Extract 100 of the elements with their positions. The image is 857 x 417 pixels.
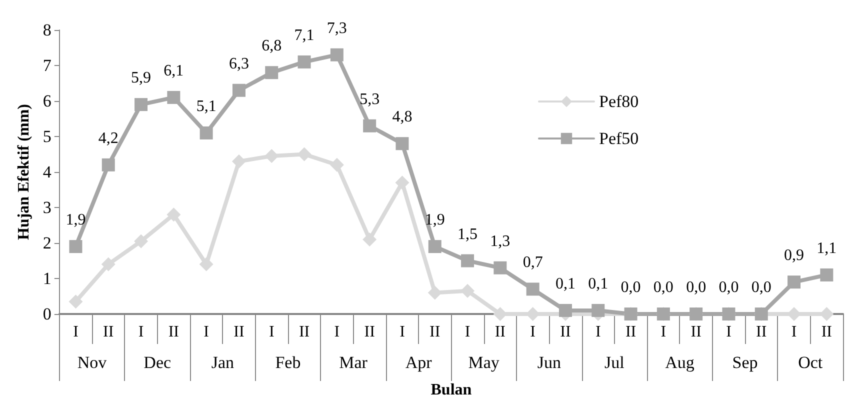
data-label: 0,1 <box>588 275 608 292</box>
point <box>298 55 311 68</box>
point <box>788 276 801 289</box>
text: Oct <box>798 353 823 372</box>
point <box>102 158 115 172</box>
point <box>396 137 409 150</box>
x-tick-label: I <box>530 324 536 340</box>
text: Jun <box>537 353 562 372</box>
y-tick-label: 2 <box>42 234 52 252</box>
point <box>199 257 214 272</box>
point <box>820 268 834 282</box>
point <box>330 48 344 62</box>
x-tick-label: II <box>168 324 180 340</box>
data-label: 5,9 <box>131 70 152 87</box>
x-tick-label: II <box>364 324 375 340</box>
x-tick-label: I <box>334 324 340 340</box>
legend-label: Pef50 <box>599 129 639 148</box>
x-tick-label: I <box>726 324 732 340</box>
point <box>69 240 82 254</box>
point <box>428 286 442 300</box>
data-label: 1,9 <box>66 212 86 229</box>
data-label: 1,5 <box>458 226 478 243</box>
y-tick-label: 8 <box>42 20 52 40</box>
point <box>428 240 442 254</box>
point <box>200 126 213 140</box>
x-tick-label: I <box>73 324 78 340</box>
text: Mar <box>339 353 368 372</box>
text: Apr <box>405 353 432 372</box>
data-label: 4,8 <box>392 108 412 126</box>
point <box>232 154 246 168</box>
data-label: 0,0 <box>686 279 706 296</box>
x-tick-label: II <box>560 324 571 340</box>
data-label: 1,3 <box>490 232 510 250</box>
y-tick-label: 4 <box>42 162 52 182</box>
data-label: 6,3 <box>228 55 249 72</box>
data-label: 0,0 <box>751 279 772 296</box>
data-label: 5,1 <box>196 98 216 115</box>
text: May <box>468 353 500 372</box>
y-tick-label: 3 <box>42 198 52 217</box>
point <box>167 90 180 104</box>
x-tick-label: II <box>103 324 114 340</box>
text: Sep <box>732 353 758 372</box>
y-tick-label: 5 <box>42 127 52 146</box>
x-tick-label: I <box>595 324 601 340</box>
data-label: 0,0 <box>620 279 641 296</box>
point <box>68 294 83 309</box>
point <box>265 66 278 80</box>
point <box>526 282 540 296</box>
text: Dec <box>144 353 172 372</box>
x-tick-label: II <box>430 324 440 340</box>
point <box>592 304 605 317</box>
point <box>460 284 475 298</box>
text: Feb <box>275 353 301 372</box>
y-axis-title: Hujan Efektif (mm) <box>16 104 32 240</box>
x-tick-label: I <box>464 324 470 340</box>
y-tick-label: 6 <box>42 92 52 110</box>
x-tick-label: I <box>660 324 666 340</box>
x-axis-title: Bulan <box>430 382 472 398</box>
point <box>362 232 377 246</box>
data-label: 5,3 <box>360 90 380 108</box>
data-label: 7,1 <box>294 26 314 44</box>
x-tick-label: II <box>625 324 636 340</box>
x-tick-label: II <box>690 324 702 340</box>
x-tick-label: II <box>756 324 767 340</box>
point <box>264 149 279 164</box>
x-tick-label: I <box>138 324 144 340</box>
text: Jul <box>604 353 625 372</box>
point <box>330 158 344 172</box>
data-label: 4,2 <box>98 130 118 147</box>
point <box>101 257 116 272</box>
y-tick-label: 7 <box>42 56 52 75</box>
data-label: 0,0 <box>718 279 739 296</box>
data-label: 6,1 <box>164 62 184 80</box>
x-tick-label: II <box>821 324 832 340</box>
x-tick-label: I <box>400 324 405 340</box>
point <box>297 147 312 162</box>
data-label: 0,7 <box>522 254 543 272</box>
point <box>134 98 148 112</box>
point <box>558 304 572 317</box>
x-tick-label: II <box>494 324 506 340</box>
point <box>395 176 410 190</box>
data-label: 6,8 <box>262 38 282 55</box>
point <box>461 254 474 268</box>
x-tick-label: II <box>298 324 310 340</box>
point <box>820 307 834 321</box>
data-label: 0,0 <box>653 279 674 296</box>
text: Aug <box>665 353 695 372</box>
data-label: 0,9 <box>784 247 804 264</box>
x-tick-label: I <box>204 324 209 340</box>
point <box>134 234 148 248</box>
text: Nov <box>77 353 108 372</box>
data-label: 1,9 <box>424 212 445 229</box>
x-tick-label: II <box>234 324 244 340</box>
legend-label: Pef80 <box>599 92 639 111</box>
data-label: 0,1 <box>555 275 576 292</box>
point <box>363 119 376 132</box>
data-label: 1,1 <box>816 240 837 257</box>
x-tick-label: I <box>791 324 797 340</box>
text: Jan <box>211 353 234 372</box>
y-tick-label: 0 <box>42 304 52 324</box>
